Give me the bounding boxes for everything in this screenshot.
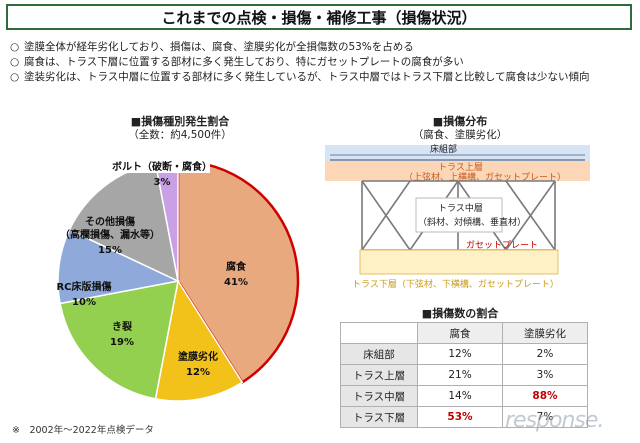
pie-slice-label: その他損傷 <box>85 215 135 228</box>
table-row: トラス下層 53% 7% <box>340 406 588 428</box>
bullet-mark: ○ <box>10 41 20 53</box>
bullet-item: ○ 塗膜全体が経年劣化しており、損傷は、腐食、塗膜劣化が全損傷数の53%を占める <box>10 40 630 55</box>
pie-title: ■損傷種別発生割合 <box>130 115 230 128</box>
upper-truss-label: トラス上層 <box>438 162 483 173</box>
pie-slice-label: ボルト（破断・腐食） <box>112 160 212 173</box>
corrosion-cell: 53% <box>417 406 503 428</box>
lower-truss-band <box>359 249 559 275</box>
middle-truss-box <box>415 197 503 233</box>
row-label: 床組部 <box>340 343 418 365</box>
pie-slice-label: 塗膜劣化 <box>178 350 218 363</box>
middle-truss-label: トラス中層 <box>438 202 483 214</box>
pie-slice <box>154 278 244 402</box>
lower-truss-label: トラス下層（下弦材、下横構、ガセットプレート） <box>352 278 559 290</box>
deck-band <box>325 145 590 161</box>
coating-cell: 88% <box>502 385 588 407</box>
pie-slice-label: RC床版損傷 <box>56 280 111 293</box>
watermark: response. <box>505 408 604 433</box>
corrosion-cell: 12% <box>417 343 503 365</box>
pie-slice-label: き裂 <box>112 320 132 333</box>
pie-slice-value: 41% <box>224 277 248 288</box>
diagram-title: ■損傷分布 <box>432 115 488 128</box>
bullet-text: 塗膜全体が経年劣化しており、損傷は、腐食、塗膜劣化が全損傷数の53%を占める <box>24 41 414 53</box>
footnote: ※ 2002年～2022年点検データ <box>12 425 154 436</box>
upper-truss-band <box>325 161 590 181</box>
pie-label-bg <box>114 159 210 173</box>
corrosion-cell: 21% <box>417 364 503 386</box>
coating-cell: 7% <box>502 406 588 428</box>
page-title: これまでの点検・損傷・補修工事（損傷状況） <box>6 4 632 30</box>
pie-slice-value: 19% <box>110 337 134 348</box>
table-header-cell: 腐食 <box>417 322 503 344</box>
pie-slice-value: 3% <box>154 177 171 188</box>
pie-slice-label: （高欄損傷、漏水等） <box>60 228 160 241</box>
bullet-item: ○ 腐食は、トラス下層に位置する部材に多く発生しており、特にガセットプレートの腐食… <box>10 55 630 70</box>
corrosion-cell: 14% <box>417 385 503 407</box>
gusset-label: ガセットプレート <box>466 240 538 251</box>
pie-slice <box>59 280 179 400</box>
table-header-cell: 塗膜劣化 <box>502 322 588 344</box>
bullet-item: ○ 塗装劣化は、トラス中層に位置する部材に多く発生しているが、トラス中層ではトラス… <box>10 70 630 85</box>
bullet-mark: ○ <box>10 71 20 83</box>
middle-truss-sub-label: （斜材、対傾構、垂直材） <box>418 216 526 228</box>
pie-slice-value: 15% <box>98 245 122 256</box>
table-header-cell <box>340 322 418 344</box>
table-row: 床組部 12% 2% <box>340 343 588 365</box>
bullet-mark: ○ <box>10 56 20 68</box>
bullet-text: 腐食は、トラス下層に位置する部材に多く発生しており、特にガセットプレートの腐食が… <box>24 56 464 68</box>
row-label: トラス中層 <box>340 385 418 407</box>
table-row: トラス中層 14% 88% <box>340 385 588 407</box>
row-label: トラス上層 <box>340 364 418 386</box>
diagram-subtitle: （腐食、塗膜劣化） <box>412 129 508 141</box>
pie-slice <box>57 228 181 305</box>
upper-truss-sub-label: （上弦材、上横構、ガセットプレート） <box>404 171 566 183</box>
coating-cell: 2% <box>502 343 588 365</box>
pie-slice-value: 12% <box>186 367 210 378</box>
table-row: トラス上層 21% 3% <box>340 364 588 386</box>
bullet-text: 塗装劣化は、トラス中層に位置する部材に多く発生しているが、トラス中層ではトラス下… <box>24 71 590 83</box>
pie-slice-value: 10% <box>72 297 96 308</box>
summary-bullets: ○ 塗膜全体が経年劣化しており、損傷は、腐食、塗膜劣化が全損傷数の53%を占める … <box>10 40 630 85</box>
deck-label: 床組部 <box>430 143 457 155</box>
table-header-row: 腐食 塗膜劣化 <box>340 322 588 344</box>
damage-ratio-table: 腐食 塗膜劣化 床組部 12% 2% トラス上層 21% 3% トラス中層 14… <box>340 322 588 428</box>
row-label: トラス下層 <box>340 406 418 428</box>
coating-cell: 3% <box>502 364 588 386</box>
pie-slice-label: 腐食 <box>226 260 247 273</box>
table-title: ■損傷数の割合 <box>421 307 499 320</box>
pie-subtitle: （全数：約4,500件） <box>128 129 232 141</box>
